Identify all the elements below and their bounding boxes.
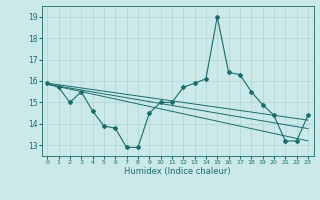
X-axis label: Humidex (Indice chaleur): Humidex (Indice chaleur) xyxy=(124,167,231,176)
